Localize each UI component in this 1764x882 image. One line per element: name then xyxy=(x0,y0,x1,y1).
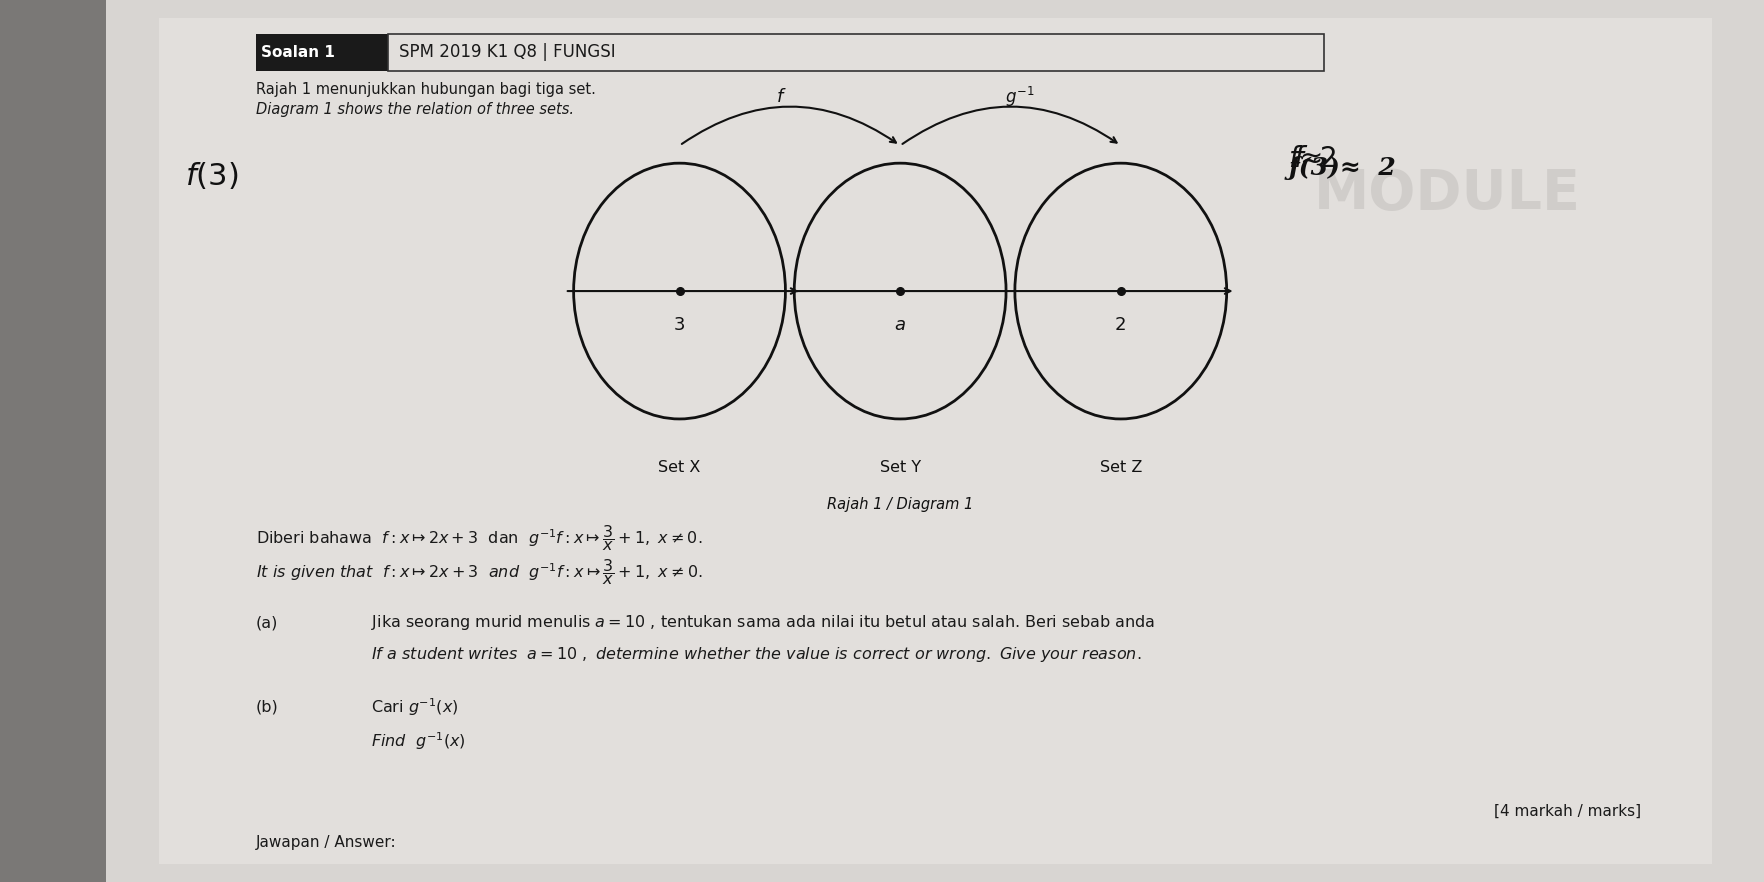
Text: $\mathit{Find\ \ g^{-1}(x)}$: $\mathit{Find\ \ g^{-1}(x)}$ xyxy=(370,730,466,751)
FancyBboxPatch shape xyxy=(0,0,141,882)
Text: Diagram 1 shows the relation of three sets.: Diagram 1 shows the relation of three se… xyxy=(256,101,573,117)
Text: Set Y: Set Y xyxy=(878,460,921,475)
Text: Jika seorang murid menulis $a = 10$ , tentukan sama ada nilai itu betul atau sal: Jika seorang murid menulis $a = 10$ , te… xyxy=(370,613,1154,632)
Text: $\mathit{If\ a\ student\ writes\ \ a = 10}$ $\mathit{,\ determine\ whether\ the\: $\mathit{If\ a\ student\ writes\ \ a = 1… xyxy=(370,645,1141,664)
Text: SPM 2019 K1 Q8 | FUNGSI: SPM 2019 K1 Q8 | FUNGSI xyxy=(399,43,616,61)
Text: Rajah 1 / Diagram 1: Rajah 1 / Diagram 1 xyxy=(827,497,972,512)
Text: $\mathit{f\!f\!\!\approx\!\!2}$: $\mathit{f\!f\!\!\approx\!\!2}$ xyxy=(1288,145,1335,173)
Text: $f$: $f$ xyxy=(774,88,787,106)
Text: (a): (a) xyxy=(256,615,279,631)
Text: 3: 3 xyxy=(674,316,684,333)
Text: Set Z: Set Z xyxy=(1099,460,1141,475)
FancyBboxPatch shape xyxy=(388,34,1323,71)
Text: $g^{-1}$: $g^{-1}$ xyxy=(1004,85,1034,109)
Text: Diberi bahawa  $f : x \mapsto 2x+3$  dan  $g^{-1}f : x \mapsto \dfrac{3}{x}+1,\ : Diberi bahawa $f : x \mapsto 2x+3$ dan $… xyxy=(256,523,702,553)
Text: a: a xyxy=(894,316,905,333)
Text: (b): (b) xyxy=(256,699,279,715)
Text: Rajah 1 menunjukkan hubungan bagi tiga set.: Rajah 1 menunjukkan hubungan bagi tiga s… xyxy=(256,82,596,98)
Text: Jawapan / Answer:: Jawapan / Answer: xyxy=(256,834,397,850)
FancyBboxPatch shape xyxy=(256,34,388,71)
Text: Set X: Set X xyxy=(658,460,700,475)
FancyBboxPatch shape xyxy=(159,18,1711,864)
Text: Soalan 1: Soalan 1 xyxy=(261,44,335,60)
Text: MODULE: MODULE xyxy=(1312,167,1581,221)
Text: 2: 2 xyxy=(1115,316,1125,333)
Text: Cari $g^{-1}(x)$: Cari $g^{-1}(x)$ xyxy=(370,697,459,718)
FancyBboxPatch shape xyxy=(106,0,1764,882)
Text: $\mathit{It\ is\ given\ that}$  $\mathit{f : x \mapsto 2x+3}$  $\mathit{and}$  $: $\mathit{It\ is\ given\ that}$ $\mathit{… xyxy=(256,557,702,587)
Text: $\mathit{f(3)}$: $\mathit{f(3)}$ xyxy=(185,161,238,192)
Text: [4 markah / marks]: [4 markah / marks] xyxy=(1494,804,1641,819)
Text: ƒ(3)≈  2: ƒ(3)≈ 2 xyxy=(1288,155,1395,180)
